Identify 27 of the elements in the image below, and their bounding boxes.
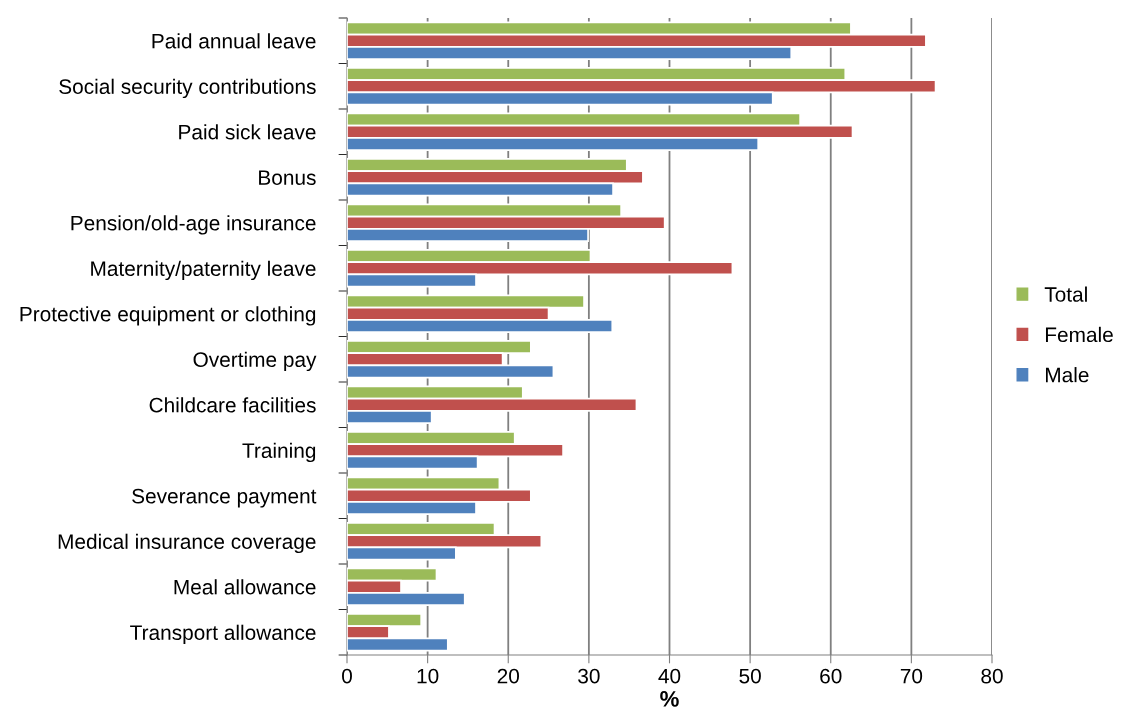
y-tick-label: Paid sick leave [179, 124, 316, 140]
y-tick-label: Medical insurance coverage [58, 533, 316, 554]
x-tick-label: 50 [739, 668, 761, 684]
y-tick-label: Childcare facilities [149, 397, 316, 413]
y-tick-label: Overtime pay [193, 351, 317, 372]
x-axis-title: % [660, 691, 679, 707]
x-tick-label: 10 [417, 668, 439, 684]
y-tick-label: Severance payment [132, 488, 317, 508]
y-tick-label: Maternity/paternity leave [91, 260, 316, 281]
y-tick-label: Meal allowance [174, 579, 316, 595]
x-tick-label: 80 [981, 668, 1003, 684]
y-tick-label: Bonus [259, 170, 316, 185]
y-tick-label: Protective equipment or clothing [20, 306, 316, 326]
legend-label: Male [1045, 367, 1089, 383]
y-tick-label: Training [242, 442, 316, 463]
x-tick-label: 20 [497, 668, 520, 684]
y-tick-label: Paid annual leave [152, 33, 316, 49]
x-tick-label: 0 [342, 668, 352, 684]
legend-label: Female [1045, 326, 1113, 343]
x-tick-label: 40 [658, 668, 681, 684]
y-tick-label: Social security contributions [59, 78, 316, 99]
y-tick-label: Transport allowance [130, 624, 316, 645]
legend-label: Total [1044, 286, 1087, 302]
y-tick-label: Pension/old-age insurance [71, 215, 316, 235]
x-tick-label: 60 [820, 668, 842, 684]
x-tick-label: 30 [578, 668, 600, 684]
x-tick-label: 70 [900, 668, 923, 684]
